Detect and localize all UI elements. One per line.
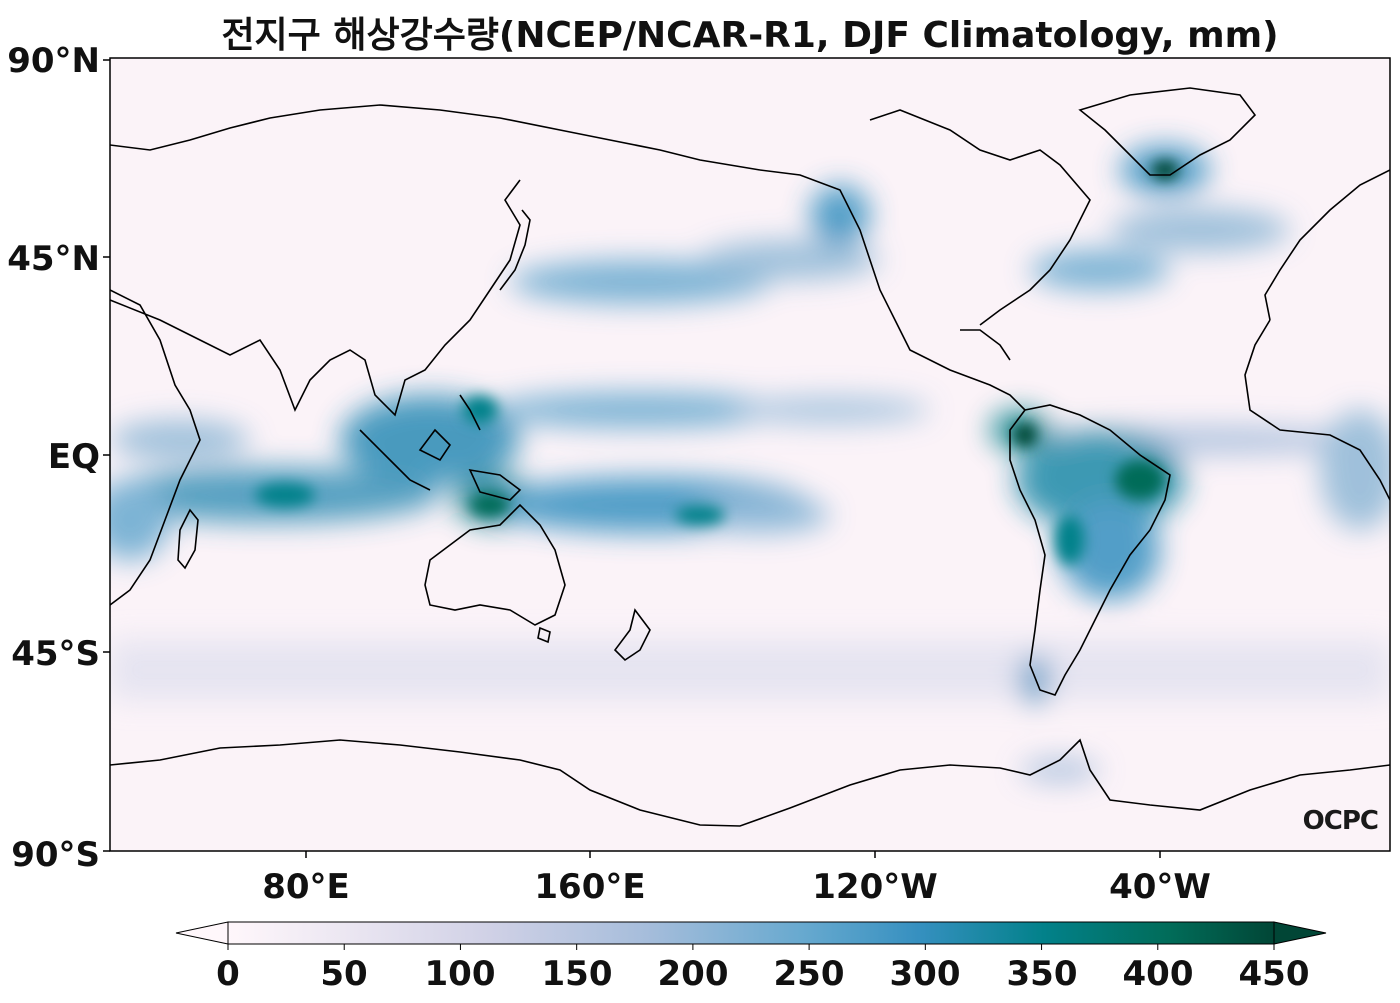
lon-tick-label: 80°E: [262, 867, 350, 907]
colorbar-tick-label: 200: [658, 954, 729, 994]
lat-tick-label: EQ: [48, 437, 100, 477]
colorbar-bar: [227, 921, 1275, 945]
colorbar-tick-label: 150: [542, 954, 613, 994]
colorbar-tick-label: 0: [216, 954, 240, 994]
lon-tick-label: 120°W: [812, 867, 937, 907]
colorbar-tick-label: 350: [1007, 954, 1078, 994]
lon-tick-label: 40°W: [1109, 867, 1211, 907]
colorbar-tick-label: 450: [1239, 954, 1310, 994]
coastlines: [110, 87, 1390, 827]
lat-tick-label: 90°N: [7, 41, 100, 81]
colorbar: 0 50 100 150 200 250 300 350 400 450: [175, 921, 1327, 994]
colorbar-tick-label: 300: [890, 954, 961, 994]
lon-tick-label: 160°E: [534, 867, 645, 907]
axis-ticks: [103, 59, 1161, 858]
colorbar-extend-max: [1273, 921, 1327, 945]
colorbar-tick-label: 250: [774, 954, 845, 994]
colorbar-tick-label: 400: [1123, 954, 1194, 994]
chart-title: 전지구 해상강수량(NCEP/NCAR-R1, DJF Climatology,…: [221, 15, 1279, 56]
colorbar-tick-label: 100: [425, 954, 496, 994]
lat-tick-label: 45°S: [11, 634, 100, 674]
colorbar-extend-min: [175, 921, 229, 945]
colorbar-tick-label: 50: [320, 954, 367, 994]
lat-tick-label: 45°N: [7, 239, 100, 279]
ocpc-logo: OCPC: [1302, 806, 1379, 836]
lat-tick-label: 90°S: [11, 835, 100, 875]
precipitation-field: [110, 145, 1390, 782]
